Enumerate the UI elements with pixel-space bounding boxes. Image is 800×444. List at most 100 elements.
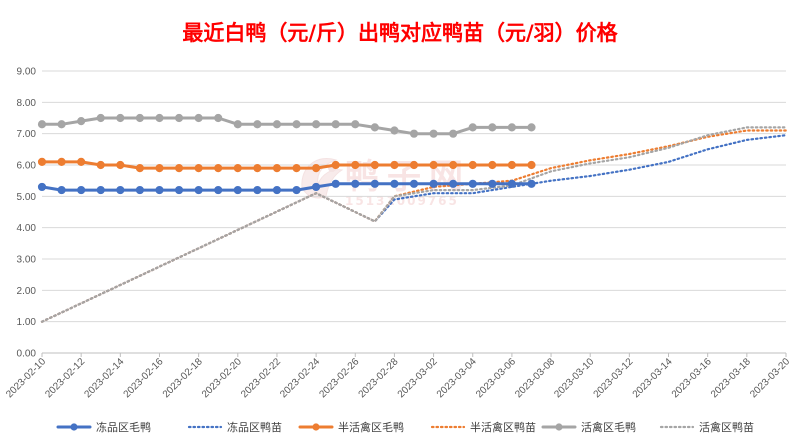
data-point	[390, 160, 399, 170]
data-point	[174, 185, 184, 195]
data-point	[527, 160, 536, 170]
x-tick-label: 2023-03-20	[748, 356, 792, 400]
series-5	[37, 113, 536, 138]
x-tick-label: 2023-03-16	[670, 356, 714, 400]
data-point	[96, 185, 105, 195]
x-tick-label: 2023-02-26	[317, 356, 361, 400]
legend-marker	[555, 423, 563, 431]
legend-marker	[312, 423, 320, 431]
data-point	[214, 113, 223, 123]
data-point	[351, 179, 360, 188]
data-point	[155, 164, 164, 173]
data-point	[292, 120, 301, 129]
x-tick-label: 2023-02-20	[200, 356, 244, 400]
x-tick-label: 2023-03-14	[631, 356, 675, 400]
data-point	[57, 185, 66, 195]
data-point	[292, 185, 301, 195]
data-point	[233, 164, 242, 173]
x-tick-label: 2023-03-06	[474, 356, 518, 400]
data-point	[57, 157, 66, 166]
legend-label: 半活禽区毛鸭	[338, 420, 404, 434]
x-tick-label: 2023-02-18	[161, 356, 205, 400]
series-6	[40, 126, 788, 323]
y-tick-label: 3.00	[17, 255, 37, 266]
data-point	[194, 113, 203, 123]
x-tick-label: 2023-03-08	[513, 356, 557, 400]
data-point	[292, 164, 301, 173]
data-point	[37, 157, 47, 166]
data-point	[312, 182, 321, 192]
data-point	[351, 120, 360, 129]
data-point	[96, 113, 105, 123]
x-tick-label: 2023-03-04	[435, 356, 479, 400]
y-tick-label: 2.00	[17, 286, 37, 297]
data-point	[135, 113, 144, 123]
data-point	[331, 160, 340, 170]
data-point	[77, 185, 86, 195]
data-point	[37, 120, 47, 129]
data-point	[253, 185, 262, 195]
data-point	[331, 120, 340, 129]
data-point	[429, 179, 438, 188]
data-point	[429, 160, 438, 170]
data-point	[449, 160, 458, 170]
y-tick-label: 5.00	[17, 192, 37, 203]
legend-item: 冻品区毛鸭	[56, 420, 151, 434]
data-point	[312, 164, 321, 173]
x-axis: 2023-02-102023-02-122023-02-142023-02-16…	[4, 353, 792, 400]
data-point	[77, 117, 86, 126]
data-point	[468, 179, 477, 188]
data-point	[527, 179, 536, 188]
data-point	[488, 160, 497, 170]
x-tick-label: 2023-02-12	[43, 356, 87, 400]
data-point	[194, 185, 203, 195]
x-tick-label: 2023-02-28	[357, 356, 401, 400]
data-point	[507, 160, 516, 170]
data-point	[468, 160, 477, 170]
x-tick-label: 2023-03-10	[552, 356, 596, 400]
legend-item: 活禽区毛鸭	[541, 420, 636, 434]
legend-label: 活禽区鸭苗	[699, 420, 754, 434]
legend-marker	[70, 423, 78, 431]
data-point	[272, 185, 282, 195]
y-tick-label: 8.00	[17, 98, 37, 109]
data-point	[409, 179, 419, 188]
data-point	[135, 185, 144, 195]
data-point	[527, 123, 536, 132]
data-point	[214, 185, 223, 195]
data-point	[233, 120, 242, 129]
data-point	[507, 179, 516, 188]
series-1	[37, 179, 536, 195]
y-tick-label: 1.00	[17, 317, 37, 328]
y-tick-label: 7.00	[17, 129, 37, 140]
data-point	[116, 160, 125, 170]
data-point	[429, 129, 438, 138]
x-tick-label: 2023-02-16	[122, 356, 166, 400]
y-axis: 0.00 1.00 2.00 3.00 4.00 5.00 6.00 7.00 8.00 9.00	[17, 67, 37, 360]
x-tick-label: 2023-03-18	[709, 356, 753, 400]
legend-label: 半活禽区鸭苗	[470, 420, 536, 434]
data-point	[214, 164, 223, 173]
x-tick-label: 2023-03-12	[592, 356, 636, 400]
data-point	[96, 160, 105, 170]
data-point	[116, 185, 125, 195]
watermark-phone: 15131009765	[345, 194, 459, 208]
legend-label: 活禽区毛鸭	[581, 420, 636, 434]
data-point	[409, 129, 419, 138]
y-tick-label: 4.00	[17, 223, 37, 234]
data-point	[135, 164, 144, 173]
data-point	[57, 120, 66, 129]
data-point	[272, 164, 282, 173]
x-tick-label: 2023-02-14	[82, 356, 126, 400]
data-point	[390, 126, 399, 135]
series-layer	[37, 113, 788, 323]
data-point	[370, 160, 379, 170]
y-tick-label: 0.00	[17, 349, 37, 360]
legend-item: 半活禽区鸭苗	[430, 420, 536, 434]
legend-label: 冻品区鸭苗	[227, 420, 282, 434]
data-point	[331, 179, 340, 188]
data-point	[155, 113, 164, 123]
data-point	[449, 179, 458, 188]
data-point	[37, 182, 47, 192]
y-tick-label: 6.00	[17, 161, 37, 172]
